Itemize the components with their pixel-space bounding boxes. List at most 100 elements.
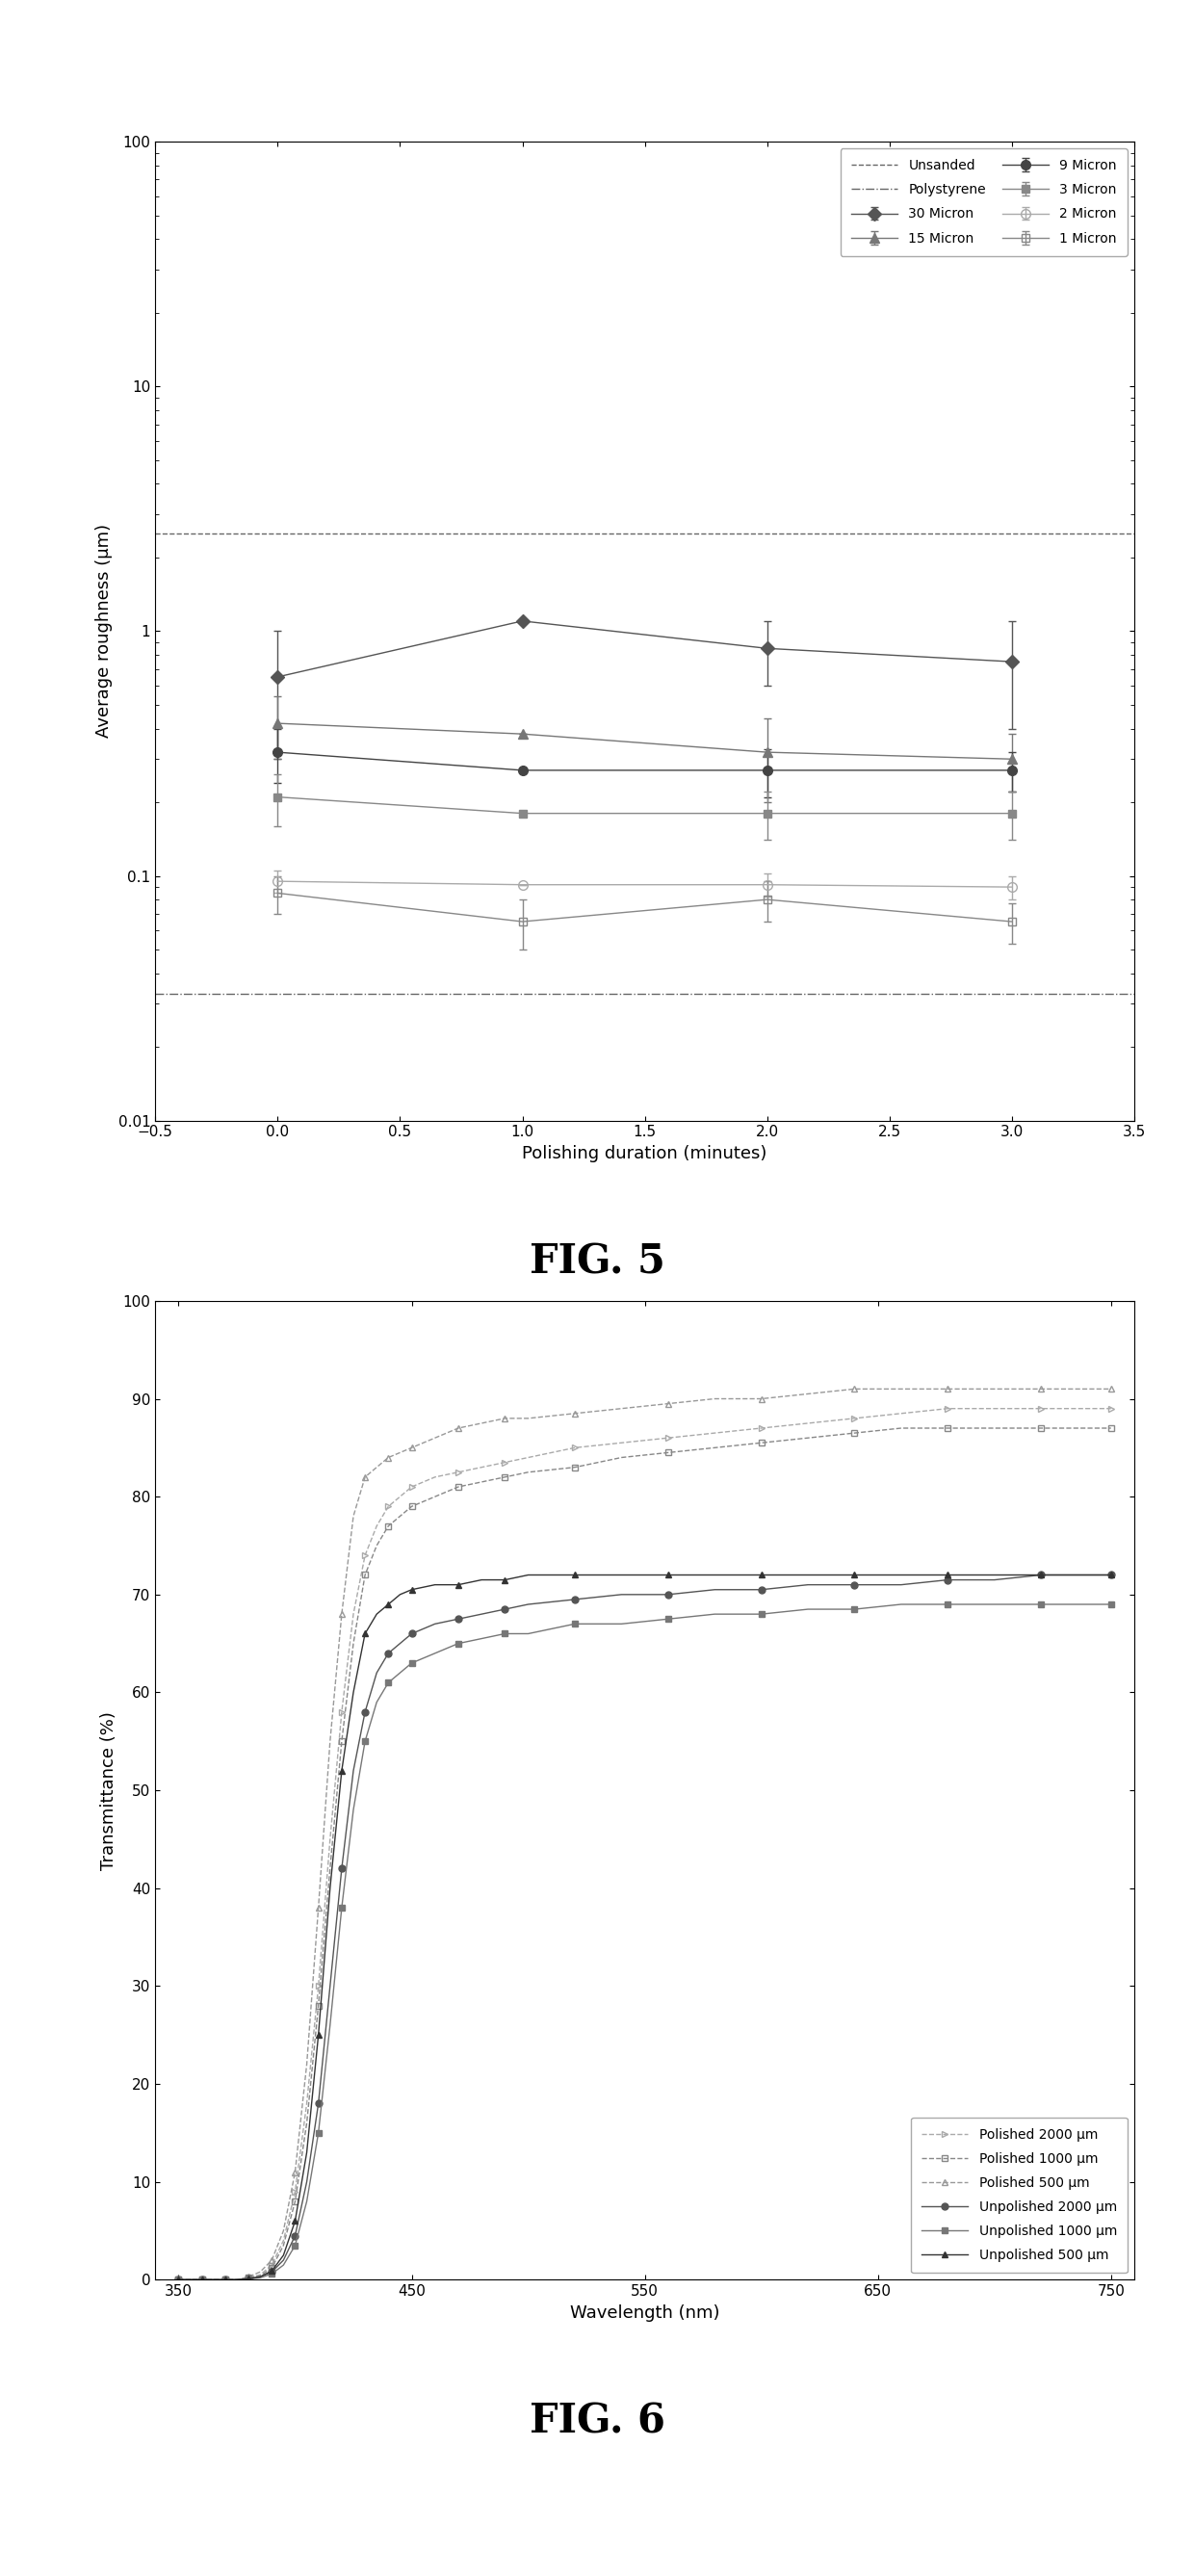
Polished 2000 μm [195,2264,209,2295]
Polished 2000 μm [241,2262,256,2293]
Polished 500 μm [358,1461,373,1492]
Polished 2000 μm [334,1698,349,1728]
Unpolished 500 μm [474,1564,488,1595]
Polished 1000 μm [172,2264,186,2295]
Polished 2000 μm [521,1443,535,1473]
Polished 500 μm [195,2264,209,2295]
Polished 500 μm [848,1373,862,1404]
Polished 1000 μm [987,1412,1002,1443]
Polished 500 μm [229,2264,244,2295]
Polished 500 μm [521,1404,535,1435]
Unpolished 1000 μm [393,1656,407,1687]
Polished 2000 μm [801,1406,816,1437]
Unpolished 2000 μm [312,2089,326,2120]
Unpolished 2000 μm [300,2166,314,2197]
Unpolished 2000 μm [1034,1558,1048,1589]
Unpolished 500 μm [708,1558,722,1589]
Unpolished 500 μm [322,1873,337,1904]
Unpolished 1000 μm [708,1600,722,1631]
Polished 1000 μm [1081,1412,1095,1443]
Unpolished 1000 μm [1034,1589,1048,1620]
Unpolished 500 μm [451,1569,466,1600]
Polished 2000 μm [941,1394,955,1425]
Unpolished 2000 μm [276,2244,290,2275]
Unpolished 2000 μm [661,1579,676,1610]
Unpolished 1000 μm [451,1628,466,1659]
Polished 2000 μm [474,1453,488,1484]
Polished 500 μm [427,1422,442,1453]
Polished 500 μm [1103,1373,1118,1404]
Unpolished 500 μm [661,1558,676,1589]
Polished 1000 μm [941,1412,955,1443]
Polished 500 μm [941,1373,955,1404]
Unpolished 500 μm [894,1558,909,1589]
Polished 2000 μm [708,1417,722,1448]
Polished 1000 μm [474,1466,488,1497]
Unpolished 1000 μm [1081,1589,1095,1620]
Polished 2000 μm [894,1399,909,1430]
Unsanded [270,518,285,549]
Unpolished 1000 μm [183,2264,197,2295]
Unpolished 2000 μm [288,2221,302,2251]
Polished 2000 μm [300,2089,314,2120]
Unpolished 2000 μm [358,1698,373,1728]
Unpolished 1000 μm [172,2264,186,2295]
Unpolished 500 μm [987,1558,1002,1589]
Unpolished 2000 μm [801,1569,816,1600]
Unpolished 1000 μm [427,1638,442,1669]
Polished 2000 μm [288,2177,302,2208]
Unpolished 500 μm [369,1600,383,1631]
Polished 500 μm [755,1383,769,1414]
Unpolished 1000 μm [614,1607,628,1638]
Polished 1000 μm [207,2264,221,2295]
Unpolished 500 μm [614,1558,628,1589]
Unpolished 500 μm [334,1754,349,1785]
Unpolished 2000 μm [614,1579,628,1610]
Unsanded [516,518,530,549]
Unpolished 1000 μm [521,1618,535,1649]
Polished 2000 μm [381,1492,395,1522]
Unpolished 1000 μm [405,1649,419,1680]
Polished 500 μm [172,2264,186,2295]
Unpolished 500 μm [207,2264,221,2295]
Polished 1000 μm [346,1628,361,1659]
Unpolished 500 μm [427,1569,442,1600]
Polished 500 μm [346,1502,361,1533]
Polished 500 μm [451,1412,466,1443]
Legend: Unsanded, Polystyrene, 30 Micron, 15 Micron, 9 Micron, 3 Micron, 2 Micron, 1 Mic: Unsanded, Polystyrene, 30 Micron, 15 Mic… [841,149,1127,255]
Polished 2000 μm [567,1432,581,1463]
Polished 1000 μm [427,1481,442,1512]
Polished 2000 μm [312,1971,326,2002]
Polished 2000 μm [755,1412,769,1443]
Polished 500 μm [312,1893,326,1924]
Text: FIG. 6: FIG. 6 [529,2401,665,2442]
Y-axis label: Average roughness (μm): Average roughness (μm) [96,523,112,739]
Polished 1000 μm [708,1432,722,1463]
Polished 1000 μm [614,1443,628,1473]
Unpolished 2000 μm [521,1589,535,1620]
Polished 500 μm [253,2257,267,2287]
Polished 1000 μm [894,1412,909,1443]
Polished 500 μm [708,1383,722,1414]
Polished 2000 μm [451,1455,466,1486]
Polished 1000 μm [661,1437,676,1468]
Unpolished 500 μm [358,1618,373,1649]
Polished 500 μm [265,2244,279,2275]
Polished 500 μm [661,1388,676,1419]
Unpolished 500 μm [276,2239,290,2272]
Polished 2000 μm [1103,1394,1118,1425]
Polished 500 μm [288,2156,302,2187]
Polished 1000 μm [219,2264,233,2295]
Unpolished 1000 μm [941,1589,955,1620]
Unpolished 1000 μm [276,2249,290,2280]
Unpolished 500 μm [941,1558,955,1589]
Unpolished 2000 μm [241,2264,256,2295]
Polystyrene [270,979,285,1010]
Unpolished 2000 μm [451,1602,466,1636]
Polished 2000 μm [229,2264,244,2295]
Unpolished 2000 μm [172,2264,186,2295]
Unpolished 1000 μm [1103,1589,1118,1620]
Unpolished 2000 μm [183,2264,197,2295]
Unpolished 500 μm [1081,1558,1095,1589]
Unpolished 1000 μm [288,2231,302,2262]
